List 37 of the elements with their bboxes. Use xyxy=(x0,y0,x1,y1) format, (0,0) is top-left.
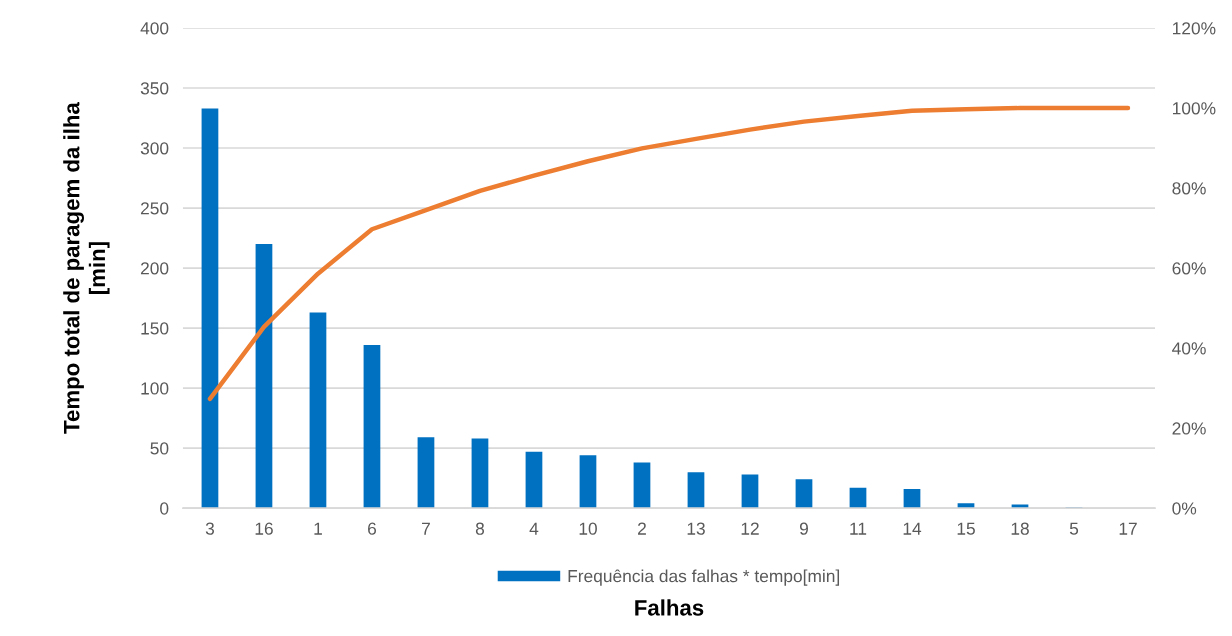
y2-tick-label: 60% xyxy=(1172,262,1206,275)
y-tick-label: 300 xyxy=(140,142,169,155)
x-tick-label: 6 xyxy=(368,522,377,535)
x-tick-label: 1 xyxy=(314,522,322,535)
x-tick-label: 9 xyxy=(799,522,808,535)
y-tick-label: 0 xyxy=(160,502,169,515)
y-tick-label: 400 xyxy=(140,22,169,35)
x-tick-label: 4 xyxy=(529,522,539,535)
x-tick-label: 18 xyxy=(1011,522,1029,535)
y-tick-label: 50 xyxy=(150,442,169,455)
y2-tick-label: 80% xyxy=(1172,182,1206,195)
x-tick-label: 12 xyxy=(741,522,759,535)
y-axis-title: Tempo total de paragem da ilha [min] xyxy=(63,102,110,434)
x-tick-label: 2 xyxy=(638,522,646,535)
x-tick-label: 5 xyxy=(1069,522,1079,535)
x-tick-label: 17 xyxy=(1119,522,1137,535)
y2-tick-label: 40% xyxy=(1172,342,1206,355)
y-tick-label: 350 xyxy=(140,82,169,95)
x-tick-label: 3 xyxy=(205,522,215,535)
x-tick-label: 8 xyxy=(475,522,485,535)
y2-tick-label: 120% xyxy=(1172,22,1216,35)
y2-tick-label: 20% xyxy=(1172,422,1206,435)
y2-tick-label: 0% xyxy=(1172,502,1197,515)
x-tick-label: 14 xyxy=(903,522,922,535)
x-tick-label: 7 xyxy=(422,522,430,535)
y-tick-label: 100 xyxy=(141,382,169,395)
x-tick-label: 10 xyxy=(579,522,597,535)
y-tick-label: 200 xyxy=(140,262,169,275)
legend-label: Frequência das falhas * tempo[min] xyxy=(568,569,840,586)
x-tick-label: 16 xyxy=(255,522,273,535)
x-axis-title: Falhas xyxy=(635,599,704,616)
y-tick-label: 150 xyxy=(141,322,169,335)
x-tick-label: 15 xyxy=(957,522,975,535)
x-tick-label: 13 xyxy=(687,522,705,535)
x-tick-label: 11 xyxy=(850,522,867,535)
y-tick-label: 250 xyxy=(140,202,169,215)
y2-tick-label: 100% xyxy=(1172,102,1216,115)
